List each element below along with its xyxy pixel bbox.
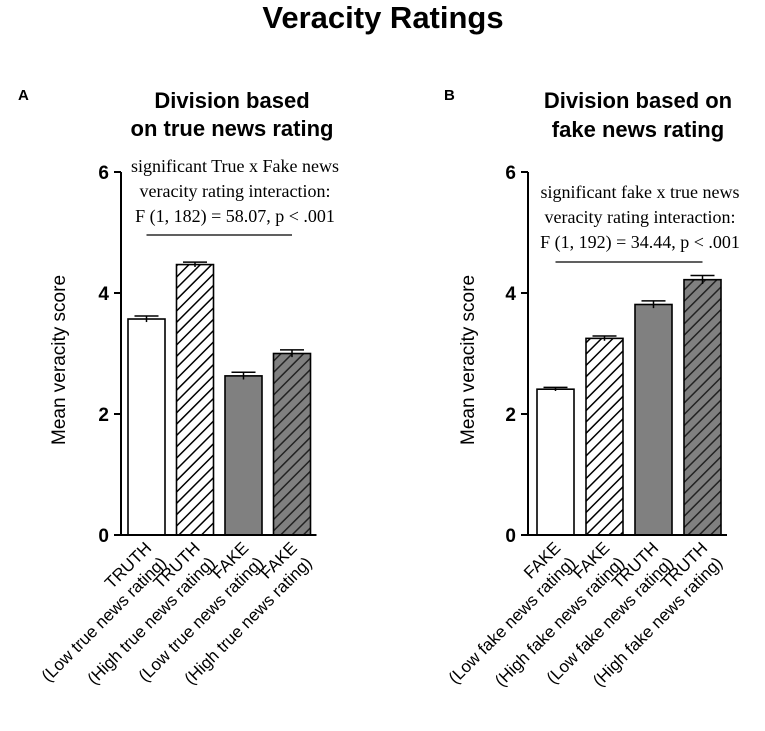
panel-a-bar-3 xyxy=(224,375,263,536)
panel-a-chart: A Division based on true news rating Mea… xyxy=(18,87,339,688)
panel-b-chart: B Division based on fake news rating Mea… xyxy=(444,87,740,690)
panel-a-y-tick-label: 2 xyxy=(98,405,109,426)
panel-a-y-tick-label: 6 xyxy=(98,163,109,184)
panel-a-title-line-2: on true news rating xyxy=(131,116,334,141)
panel-b-y-tick-label: 0 xyxy=(505,526,516,547)
panel-a-y-tick-label: 0 xyxy=(98,526,109,547)
panel-b-annotation: significant fake x true news veracity ra… xyxy=(540,182,740,263)
panel-a-title-line-1: Division based xyxy=(154,88,309,113)
panel-b-bar-1 xyxy=(536,388,575,536)
panel-a-annotation-line-2: veracity rating interaction: xyxy=(140,181,331,201)
panel-b-bars xyxy=(536,278,722,536)
panel-a-bar-2 xyxy=(175,263,215,536)
panel-a-annotation: significant True x Fake news veracity ra… xyxy=(131,156,339,236)
panel-b-letter: B xyxy=(444,87,455,104)
panel-b-y-axis-label: Mean veracity score xyxy=(458,275,479,445)
panel-b-bar-2 xyxy=(585,337,624,536)
panel-b-annotation-line-1: significant fake x true news xyxy=(541,182,740,202)
panel-a-bar-4 xyxy=(272,352,312,536)
panel-a-y-tick-label: 4 xyxy=(98,284,109,305)
panel-a-y-ticks: 0 2 4 6 xyxy=(98,163,121,547)
panel-b-x-tick-labels: FAKE(Low fake news rating)FAKE(High fake… xyxy=(445,538,726,690)
panel-a-bar-1 xyxy=(127,318,166,536)
panel-b-annotation-line-3: F (1, 192) = 34.44, p < .001 xyxy=(540,232,740,253)
panel-b-bar-3 xyxy=(634,303,673,536)
panel-a-annotation-line-1: significant True x Fake news xyxy=(131,156,339,176)
panel-b-bar-4 xyxy=(683,278,722,536)
panel-a-error-bars xyxy=(134,261,304,380)
panel-a-annotation-line-3: F (1, 182) = 58.07, p < .001 xyxy=(135,206,335,227)
panel-b-title-line-2: fake news rating xyxy=(552,117,724,142)
panel-a-letter: A xyxy=(18,87,29,104)
panel-a-bars xyxy=(127,263,312,536)
panel-a-y-axis-label: Mean veracity score xyxy=(49,275,70,445)
panel-b-y-ticks: 0 2 4 6 xyxy=(505,163,528,547)
panel-b-y-tick-label: 2 xyxy=(505,405,516,426)
panel-b-title-line-1: Division based on xyxy=(544,88,732,113)
panel-b-y-tick-label: 6 xyxy=(505,163,516,184)
panel-a-x-tick-labels: TRUTH(Low true news rating)TRUTH(High tr… xyxy=(38,538,316,688)
panel-b-error-bars xyxy=(543,274,715,392)
panel-b-annotation-line-2: veracity rating interaction: xyxy=(545,207,736,227)
panel-b-y-tick-label: 4 xyxy=(505,284,516,305)
figure-title: Veracity Ratings xyxy=(262,0,503,35)
